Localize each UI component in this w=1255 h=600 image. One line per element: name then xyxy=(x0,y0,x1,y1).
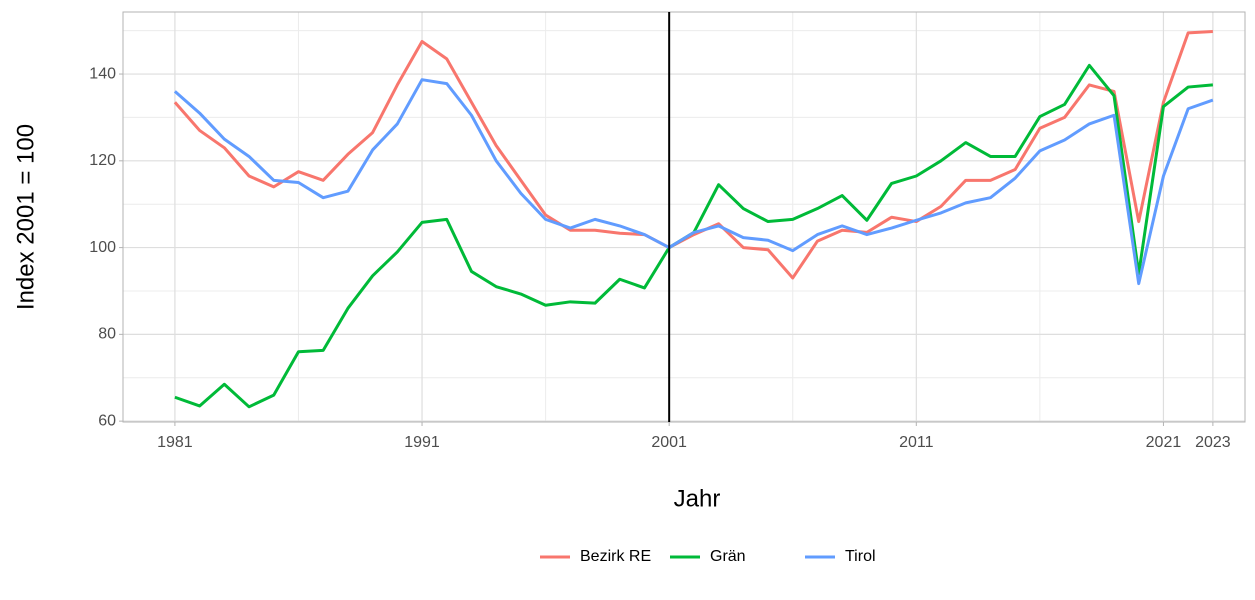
x-tick-label: 1991 xyxy=(404,434,440,451)
x-tick-label: 2011 xyxy=(899,434,934,451)
y-tick-label: 140 xyxy=(89,65,116,82)
x-axis-label: Jahr xyxy=(674,485,721,512)
y-tick-label: 120 xyxy=(89,152,116,169)
y-axis-label: Index 2001 = 100 xyxy=(12,124,39,310)
panel-border xyxy=(122,11,1246,423)
legend-label: Tirol xyxy=(845,548,876,565)
legend-label: Bezirk RE xyxy=(580,548,651,565)
x-tick-label: 1981 xyxy=(157,434,193,451)
y-tick-label: 80 xyxy=(98,326,116,343)
x-tick-label: 2021 xyxy=(1146,434,1182,451)
series-line xyxy=(173,30,1213,280)
x-tick-label: 2023 xyxy=(1195,434,1231,451)
y-tick-label: 60 xyxy=(98,412,116,429)
x-tick-label: 2001 xyxy=(651,434,687,451)
legend-label: Grän xyxy=(710,548,746,565)
series-line xyxy=(173,78,1214,286)
y-tick-label: 100 xyxy=(89,239,116,256)
